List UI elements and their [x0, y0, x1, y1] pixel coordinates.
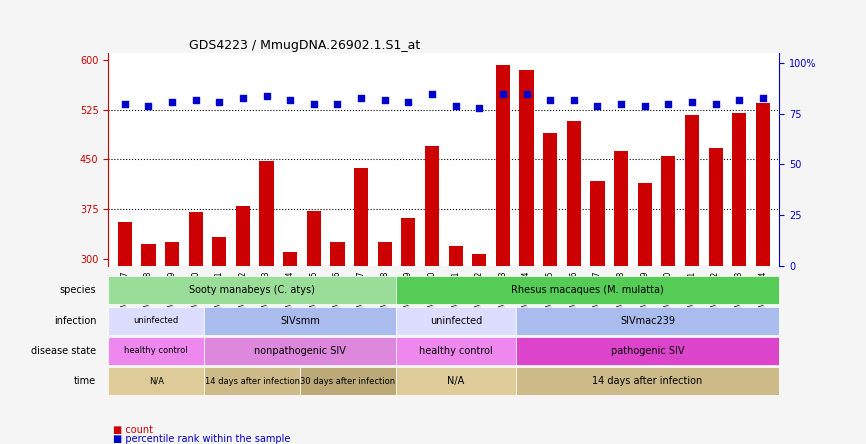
Bar: [516, 337, 779, 365]
Bar: [204, 367, 300, 395]
Text: SIVsmm: SIVsmm: [280, 316, 320, 325]
Point: [591, 102, 604, 109]
Point: [165, 98, 179, 105]
Text: 30 days after infection: 30 days after infection: [301, 377, 396, 386]
Point: [425, 90, 439, 97]
Bar: [354, 168, 368, 444]
Bar: [614, 151, 628, 444]
Bar: [378, 242, 391, 444]
Bar: [236, 206, 250, 444]
Bar: [516, 367, 779, 395]
Point: [141, 102, 155, 109]
Text: N/A: N/A: [447, 376, 464, 386]
Bar: [543, 133, 557, 444]
Bar: [204, 307, 396, 334]
Bar: [396, 276, 779, 304]
Text: healthy control: healthy control: [125, 346, 188, 355]
Point: [685, 98, 699, 105]
Bar: [108, 367, 204, 395]
Point: [118, 100, 132, 107]
Text: uninfected: uninfected: [133, 316, 178, 325]
Bar: [260, 161, 274, 444]
Bar: [396, 307, 516, 334]
Text: disease state: disease state: [31, 346, 96, 356]
Point: [472, 104, 486, 111]
Point: [637, 102, 651, 109]
Point: [662, 100, 675, 107]
Bar: [449, 246, 462, 444]
Point: [236, 94, 250, 101]
Bar: [300, 367, 396, 395]
Point: [543, 96, 557, 103]
Text: healthy control: healthy control: [419, 346, 493, 356]
Text: infection: infection: [54, 316, 96, 325]
Point: [331, 100, 345, 107]
Bar: [108, 276, 396, 304]
Bar: [212, 237, 226, 444]
Bar: [396, 337, 516, 365]
Bar: [189, 213, 203, 444]
Text: GDS4223 / MmugDNA.26902.1.S1_at: GDS4223 / MmugDNA.26902.1.S1_at: [189, 39, 420, 52]
Bar: [685, 115, 699, 444]
Bar: [165, 242, 179, 444]
Text: 14 days after infection: 14 days after infection: [592, 376, 702, 386]
Bar: [108, 307, 204, 334]
Bar: [496, 65, 510, 444]
Text: Sooty manabeys (C. atys): Sooty manabeys (C. atys): [189, 285, 315, 295]
Bar: [708, 148, 723, 444]
Bar: [662, 156, 675, 444]
Point: [520, 90, 533, 97]
Point: [260, 92, 274, 99]
Point: [402, 98, 416, 105]
Text: ■ count: ■ count: [113, 425, 152, 435]
Bar: [516, 307, 779, 334]
Point: [189, 96, 203, 103]
Bar: [204, 337, 396, 365]
Bar: [637, 182, 652, 444]
Point: [354, 94, 368, 101]
Text: SIVmac239: SIVmac239: [620, 316, 675, 325]
Text: N/A: N/A: [149, 377, 164, 386]
Point: [496, 90, 510, 97]
Point: [212, 98, 226, 105]
Bar: [401, 218, 416, 444]
Bar: [118, 222, 132, 444]
Bar: [520, 70, 533, 444]
Bar: [283, 252, 297, 444]
Text: ■ percentile rank within the sample: ■ percentile rank within the sample: [113, 434, 290, 444]
Text: uninfected: uninfected: [430, 316, 482, 325]
Point: [307, 100, 320, 107]
Point: [283, 96, 297, 103]
Bar: [307, 211, 321, 444]
Text: time: time: [74, 376, 96, 386]
Point: [708, 100, 722, 107]
Bar: [396, 367, 516, 395]
Bar: [141, 244, 156, 444]
Point: [449, 102, 462, 109]
Point: [614, 100, 628, 107]
Bar: [591, 181, 604, 444]
Bar: [756, 103, 770, 444]
Text: Rhesus macaques (M. mulatta): Rhesus macaques (M. mulatta): [511, 285, 664, 295]
Point: [567, 96, 581, 103]
Text: species: species: [60, 285, 96, 295]
Bar: [108, 337, 204, 365]
Point: [378, 96, 391, 103]
Text: pathogenic SIV: pathogenic SIV: [611, 346, 684, 356]
Bar: [425, 146, 439, 444]
Text: 14 days after infection: 14 days after infection: [204, 377, 300, 386]
Point: [756, 94, 770, 101]
Point: [733, 96, 746, 103]
Text: nonpathogenic SIV: nonpathogenic SIV: [254, 346, 346, 356]
Bar: [472, 254, 487, 444]
Bar: [331, 242, 345, 444]
Bar: [566, 121, 581, 444]
Bar: [732, 113, 746, 444]
